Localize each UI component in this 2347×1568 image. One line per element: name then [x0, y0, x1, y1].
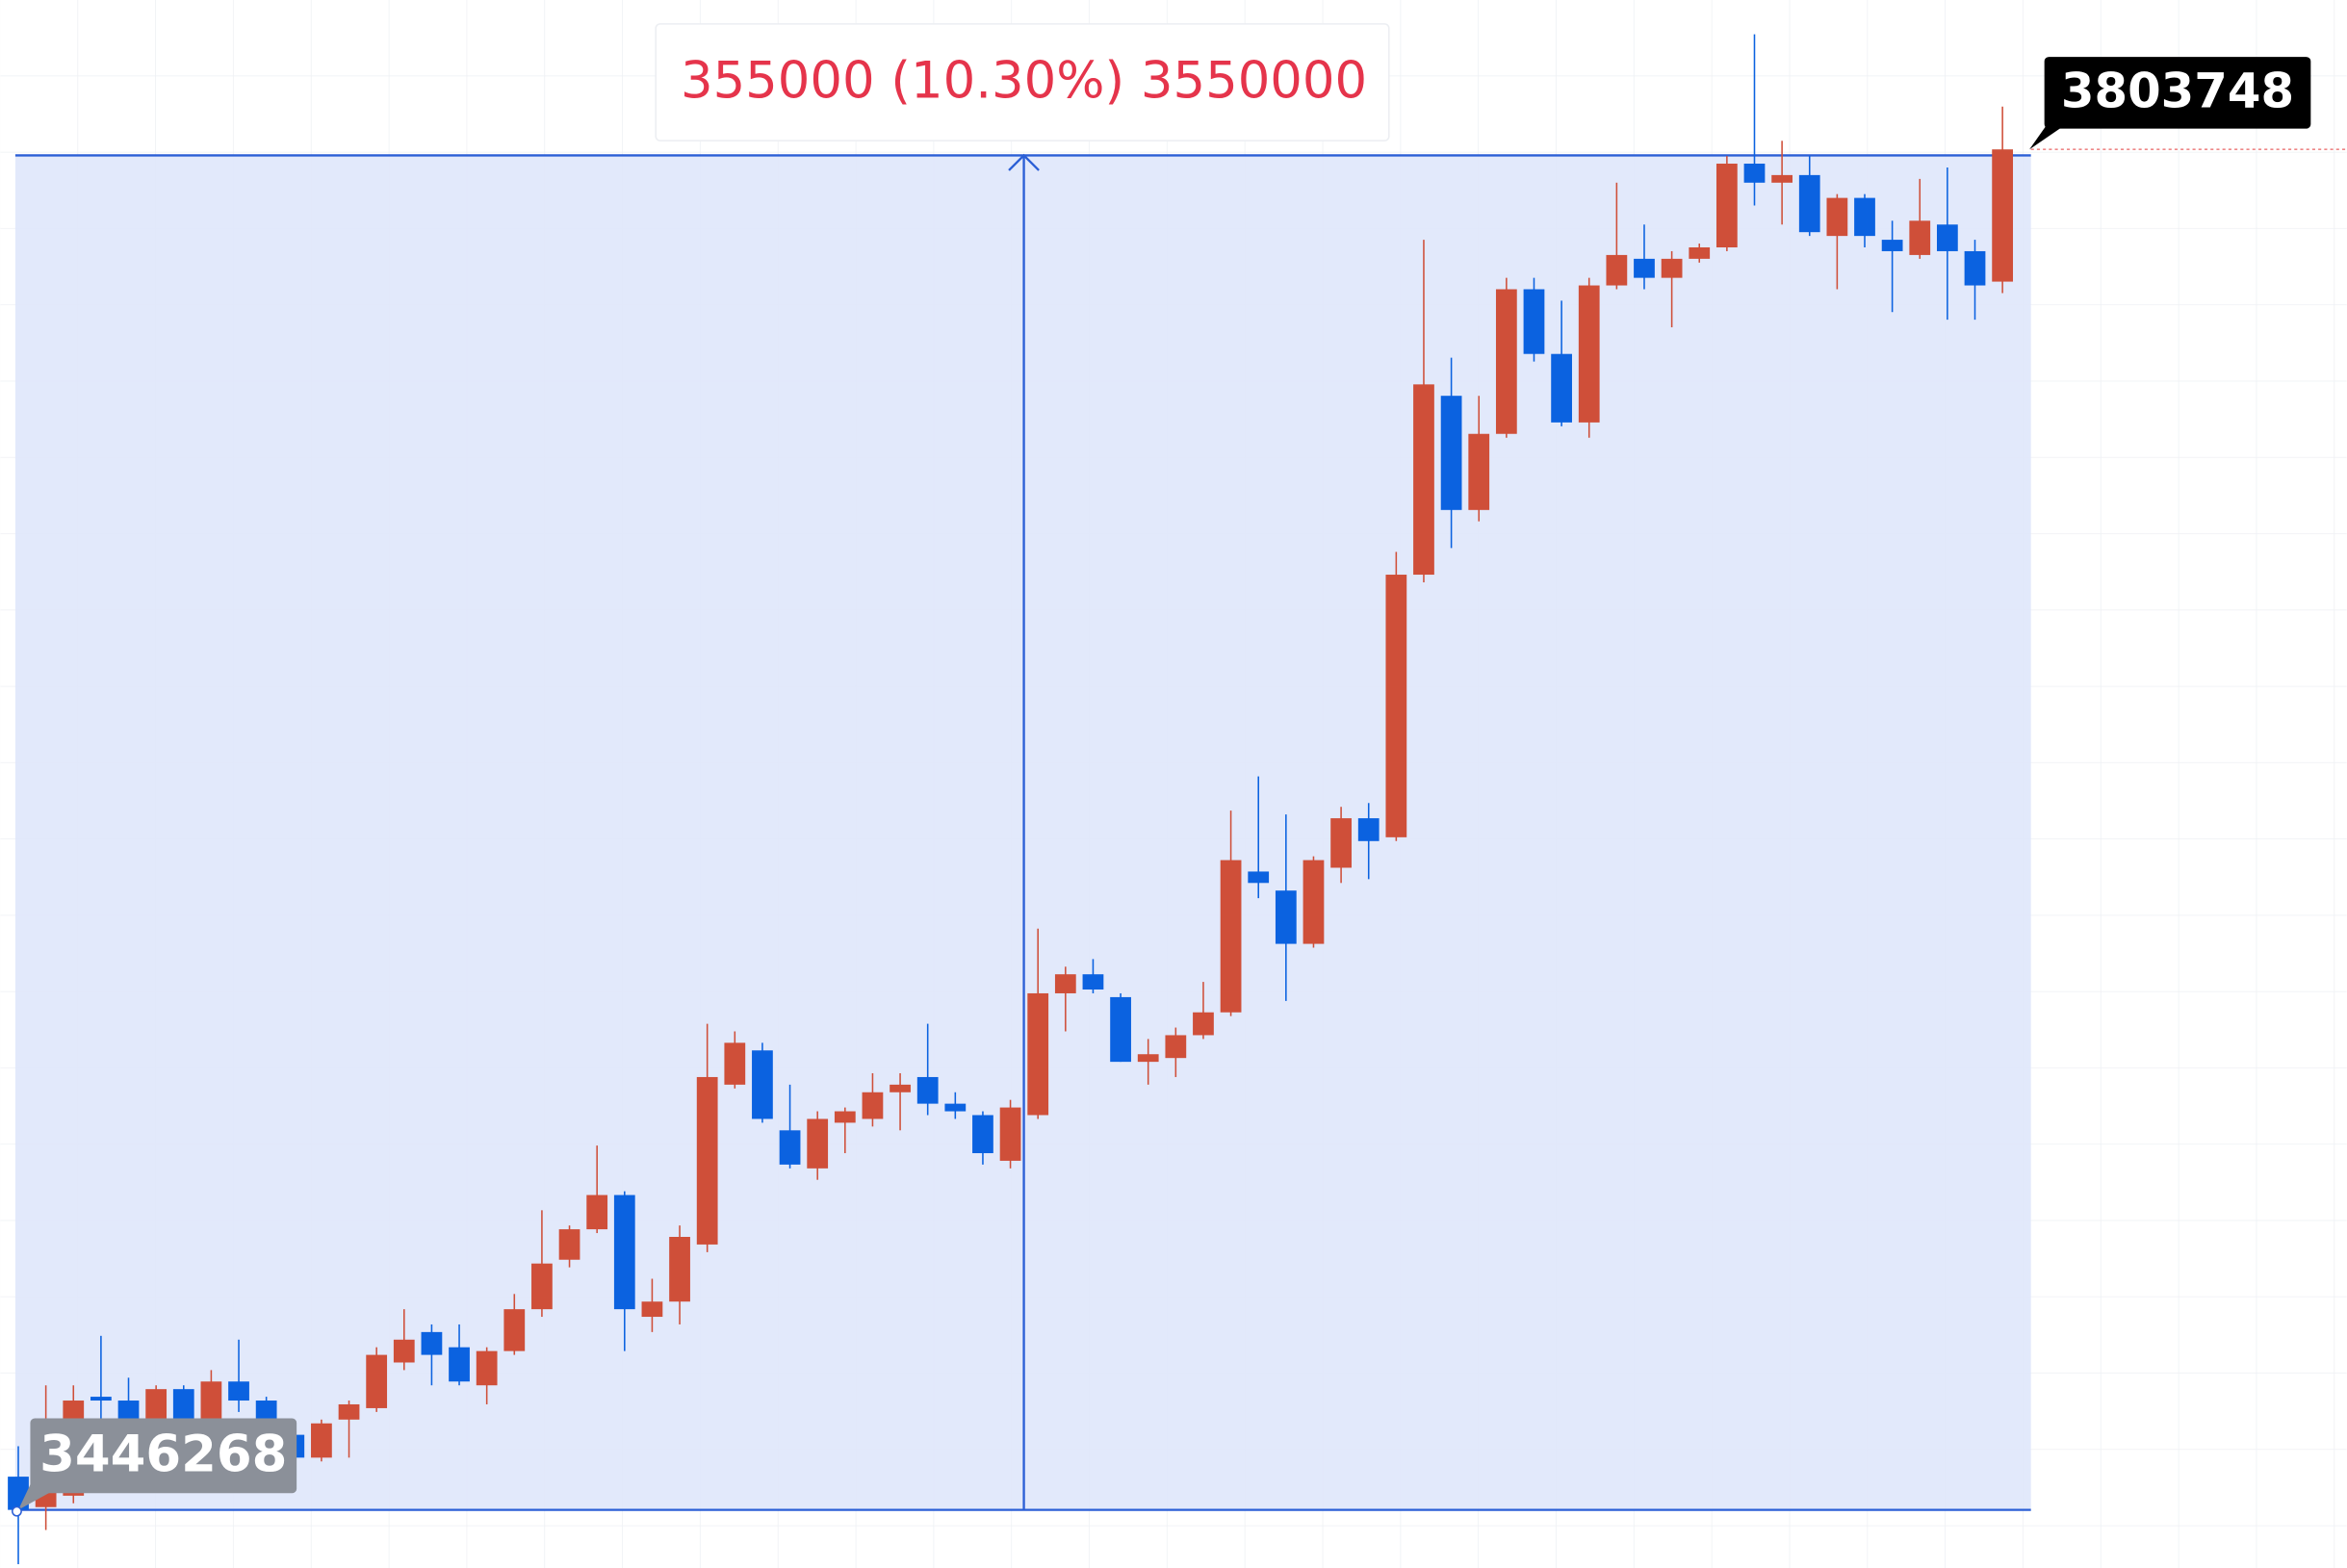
candle-body	[586, 1195, 608, 1230]
candle-body	[1054, 974, 1076, 993]
candle-body	[476, 1350, 498, 1386]
candle-body	[807, 1118, 829, 1169]
candle-body	[890, 1084, 911, 1092]
candle-body	[1798, 174, 1820, 233]
candle-body	[1523, 289, 1545, 354]
candle-body	[558, 1229, 580, 1260]
candle-body	[834, 1111, 856, 1123]
candle-body	[1743, 164, 1766, 183]
candle-body	[1193, 1012, 1214, 1036]
candle-body	[228, 1381, 249, 1401]
candle-body	[1165, 1035, 1187, 1059]
candle-body	[1413, 384, 1434, 576]
candle-body	[1689, 247, 1711, 259]
candle-body	[1137, 1054, 1159, 1063]
candle-body	[779, 1130, 801, 1165]
candle-body	[1468, 433, 1490, 510]
candle-body	[1302, 860, 1325, 944]
candle-body	[972, 1115, 993, 1154]
candle-body	[90, 1397, 112, 1401]
candle-body	[1992, 149, 2014, 282]
candle-body	[641, 1301, 663, 1318]
candle-body	[1082, 974, 1104, 990]
candle-body	[1495, 289, 1517, 434]
candle-body	[1606, 254, 1628, 286]
candle-body	[1964, 250, 1986, 286]
candle-body	[1909, 220, 1931, 255]
candle-body	[1881, 240, 1903, 251]
measure-tool	[14, 148, 2347, 1511]
candle-body	[1440, 396, 1462, 510]
labels: 355000 (10.30%) 3550000 3803748 3446268	[12, 23, 2311, 1517]
candle-body	[1578, 285, 1600, 423]
candle-body	[1715, 164, 1738, 248]
candle-body	[1248, 871, 1270, 884]
candle-body	[1551, 353, 1572, 423]
candle-body	[1330, 818, 1352, 868]
candle-body	[724, 1042, 746, 1085]
candle-body	[1357, 818, 1380, 841]
measure-label-box	[655, 23, 1390, 141]
candle-body	[944, 1103, 967, 1112]
candle-body	[366, 1354, 388, 1408]
candle-body	[1275, 890, 1297, 944]
candle-body	[1634, 258, 1655, 278]
end-price-label: 3803748	[2061, 63, 2294, 118]
candle-body	[449, 1347, 470, 1382]
candle-body	[696, 1076, 718, 1245]
measure-label: 355000 (10.30%) 3550000	[681, 52, 1367, 111]
candle-body	[1771, 174, 1792, 183]
candle-body	[1826, 197, 1848, 237]
candle-body	[916, 1076, 939, 1104]
candle-body	[1110, 996, 1131, 1063]
end-price-box	[2044, 57, 2311, 129]
start-price-label: 3446268	[39, 1426, 287, 1484]
candle-body	[503, 1309, 526, 1351]
candle-body	[613, 1195, 635, 1310]
candle-body	[752, 1050, 773, 1119]
candle-body	[1936, 224, 1958, 251]
candle-body	[669, 1237, 690, 1302]
candle-body	[1220, 860, 1242, 1013]
candle-body	[1027, 992, 1049, 1116]
candle-body	[1385, 575, 1407, 837]
candle-body	[311, 1423, 332, 1458]
candle-body	[1854, 197, 1875, 237]
candle-body	[1661, 258, 1683, 278]
candle-body	[338, 1403, 360, 1420]
candle-body	[862, 1092, 884, 1119]
measure-arrowhead	[1008, 153, 1040, 171]
start-price-box	[30, 1418, 297, 1494]
candle-body	[393, 1339, 415, 1363]
candle-body	[421, 1331, 443, 1355]
candle-body	[531, 1263, 553, 1310]
candles	[8, 34, 2014, 1565]
candle-body	[999, 1107, 1021, 1161]
start-point	[12, 1505, 22, 1517]
